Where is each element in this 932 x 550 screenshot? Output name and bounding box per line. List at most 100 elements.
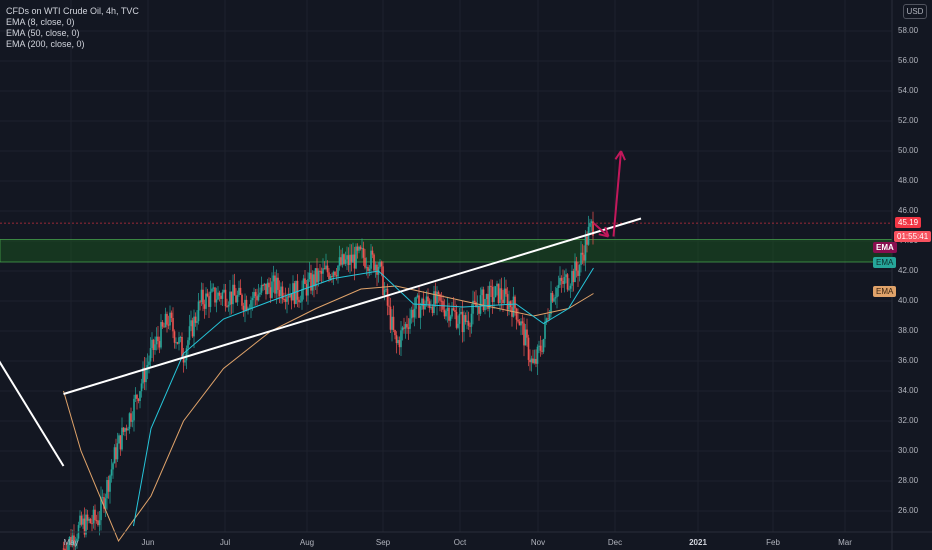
candle-body (491, 286, 494, 303)
price-tick-label: 54.00 (898, 86, 919, 95)
candle-body (427, 296, 429, 302)
candle-body (352, 254, 354, 263)
candle-body (139, 391, 141, 402)
candle-body (277, 277, 279, 290)
candle-body (439, 294, 441, 301)
candle-body (323, 268, 326, 270)
candle-body (383, 289, 386, 296)
candle-body (436, 291, 438, 304)
candle-body (182, 356, 185, 363)
candle-body (167, 324, 170, 326)
candle-body (308, 272, 311, 280)
candle-body (223, 289, 225, 293)
candle-body (553, 298, 555, 302)
candle-body (115, 447, 117, 460)
support-zone (0, 239, 893, 263)
candle-body (470, 313, 473, 327)
candle-body (425, 296, 428, 304)
candle-body (304, 278, 306, 284)
candle-body (157, 336, 159, 342)
ema50-legend[interactable]: EMA (50, close, 0) (6, 28, 80, 38)
candle-body (229, 291, 231, 306)
candle-body (328, 272, 330, 280)
candle-body (451, 308, 453, 317)
candle-body (379, 261, 381, 267)
candle-body (109, 475, 111, 492)
candle-body (592, 221, 594, 236)
candle-body (496, 283, 498, 287)
candle-body (476, 306, 479, 308)
candle-body (437, 291, 440, 295)
candle-body (145, 368, 147, 383)
candle-body (184, 360, 186, 363)
candle-body (334, 271, 336, 276)
candle-body (337, 265, 339, 277)
candle-body (511, 307, 513, 317)
candle-body (64, 548, 66, 550)
last-price-tag: 45.19 (895, 217, 922, 228)
candle-body (370, 250, 372, 269)
candle-body (97, 520, 99, 526)
candle-body (242, 305, 245, 311)
candle-body (98, 520, 101, 526)
candle-body (394, 329, 396, 336)
arrow-shaft-2 (612, 150, 622, 237)
candle-body (82, 518, 84, 525)
candle-body (176, 342, 179, 344)
candle-body (572, 270, 575, 283)
candle-body (395, 335, 398, 344)
ema8-legend[interactable]: EMA (8, close, 0) (6, 17, 75, 27)
time-tick-label: Feb (766, 538, 780, 547)
candle-body (577, 270, 579, 276)
candle-body (187, 340, 189, 349)
candle-body (586, 236, 588, 245)
candle-body (146, 364, 149, 369)
candle-body (587, 226, 590, 245)
candle-body (539, 345, 542, 351)
candle-body (460, 311, 462, 314)
candle-body (440, 300, 443, 302)
candle-body (421, 298, 423, 307)
candle-body (142, 367, 144, 384)
candle-body (530, 358, 533, 363)
candle-body (416, 295, 419, 298)
candle-body (410, 309, 413, 319)
candle-body (236, 295, 239, 303)
candle-body (413, 308, 416, 318)
candle-body (119, 435, 122, 450)
candle-body (233, 284, 236, 296)
candle-body (448, 307, 450, 321)
currency-button[interactable]: USD (903, 4, 927, 19)
candle-body (455, 311, 458, 328)
candle-body (353, 254, 356, 269)
candle-body (212, 287, 215, 289)
candle-body (487, 293, 489, 309)
candle-body (218, 292, 221, 296)
candle-body (556, 288, 558, 298)
candle-body (173, 331, 176, 343)
candle-body (380, 261, 383, 267)
candle-body (589, 223, 591, 227)
candle-body (488, 285, 491, 309)
time-tick-label: Jun (141, 538, 155, 547)
candle-body (106, 480, 108, 499)
candle-body (79, 515, 81, 526)
candle-body (281, 286, 284, 299)
candle-body (143, 367, 146, 383)
candle-body (485, 293, 488, 300)
symbol-title: CFDs on WTI Crude Oil, 4h, TVC (6, 6, 139, 16)
candle-body (431, 306, 434, 314)
candle-body (311, 274, 314, 291)
candle-body (407, 327, 410, 329)
channel-upper-line (63, 217, 642, 395)
candle-body (484, 299, 486, 311)
candle-body (563, 277, 566, 284)
price-tick-label: 38.00 (898, 326, 919, 335)
candle-body (400, 330, 402, 348)
candle-body (148, 361, 150, 365)
ema200-legend[interactable]: EMA (200, close, 0) (6, 39, 85, 49)
candle-body (175, 342, 177, 344)
price-tick-label: 52.00 (898, 116, 919, 125)
channel-lower-line (0, 360, 65, 467)
